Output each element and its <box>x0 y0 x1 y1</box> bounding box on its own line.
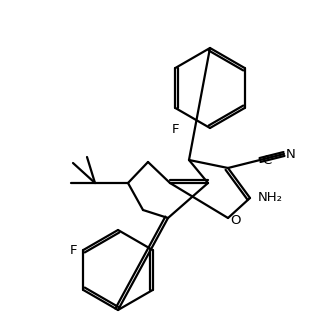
Text: N: N <box>286 148 296 161</box>
Text: NH₂: NH₂ <box>258 190 283 203</box>
Text: C: C <box>262 154 271 167</box>
Text: F: F <box>70 243 77 257</box>
Text: F: F <box>171 123 179 136</box>
Text: O: O <box>230 213 241 226</box>
